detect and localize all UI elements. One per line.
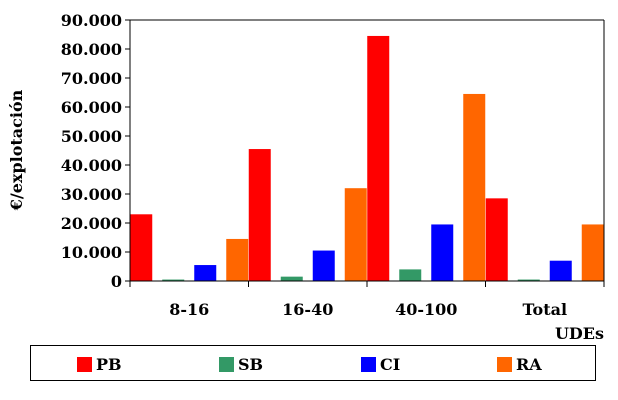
- legend-swatch: [219, 356, 234, 372]
- legend-item-ci: CI: [361, 354, 401, 374]
- y-tick-label: 80.000: [61, 40, 122, 59]
- legend-label: CI: [380, 354, 401, 374]
- bar-pb: [248, 149, 271, 281]
- x-tick-label: 16-40: [282, 300, 333, 319]
- bar-ci: [431, 224, 454, 281]
- bar-ci: [549, 260, 572, 281]
- y-tick-label: 10.000: [61, 243, 122, 262]
- bar-sb: [399, 269, 422, 281]
- legend-item-sb: SB: [219, 354, 264, 374]
- y-tick-label: 70.000: [61, 69, 122, 88]
- legend-item-pb: PB: [77, 354, 122, 374]
- y-tick-label: 90.000: [61, 11, 122, 30]
- legend-label: RA: [516, 354, 542, 374]
- bar-ra: [581, 224, 604, 281]
- x-tick-label: Total: [522, 300, 567, 319]
- bar-sb: [517, 279, 540, 281]
- legend-label: PB: [96, 354, 122, 374]
- bar-sb: [162, 279, 185, 281]
- x-axis-label: UDEs: [555, 324, 604, 343]
- y-tick-label: 60.000: [61, 98, 122, 117]
- bar-ra: [344, 188, 367, 281]
- legend-swatch: [497, 356, 512, 372]
- legend-label: SB: [238, 354, 264, 374]
- bar-ci: [194, 265, 217, 281]
- y-tick-label: 20.000: [61, 214, 122, 233]
- legend-swatch: [361, 356, 376, 372]
- bar-ci: [312, 250, 335, 281]
- bar-ra: [226, 238, 249, 281]
- y-tick-label: 40.000: [61, 156, 122, 175]
- y-tick-label: 50.000: [61, 127, 122, 146]
- bar-sb: [280, 276, 303, 281]
- legend: PB SB CI RA: [30, 345, 596, 381]
- x-tick-label: 40-100: [395, 300, 457, 319]
- y-tick-label: 0: [111, 272, 122, 291]
- bar-pb: [367, 35, 390, 282]
- bar-pb: [130, 214, 153, 281]
- bar-ra: [463, 93, 486, 281]
- legend-swatch: [77, 356, 92, 372]
- x-tick-label: 8-16: [169, 300, 209, 319]
- y-tick-label: 30.000: [61, 185, 122, 204]
- legend-item-ra: RA: [497, 354, 542, 374]
- bar-pb: [485, 198, 508, 281]
- y-axis-label: €/explotación: [7, 89, 26, 211]
